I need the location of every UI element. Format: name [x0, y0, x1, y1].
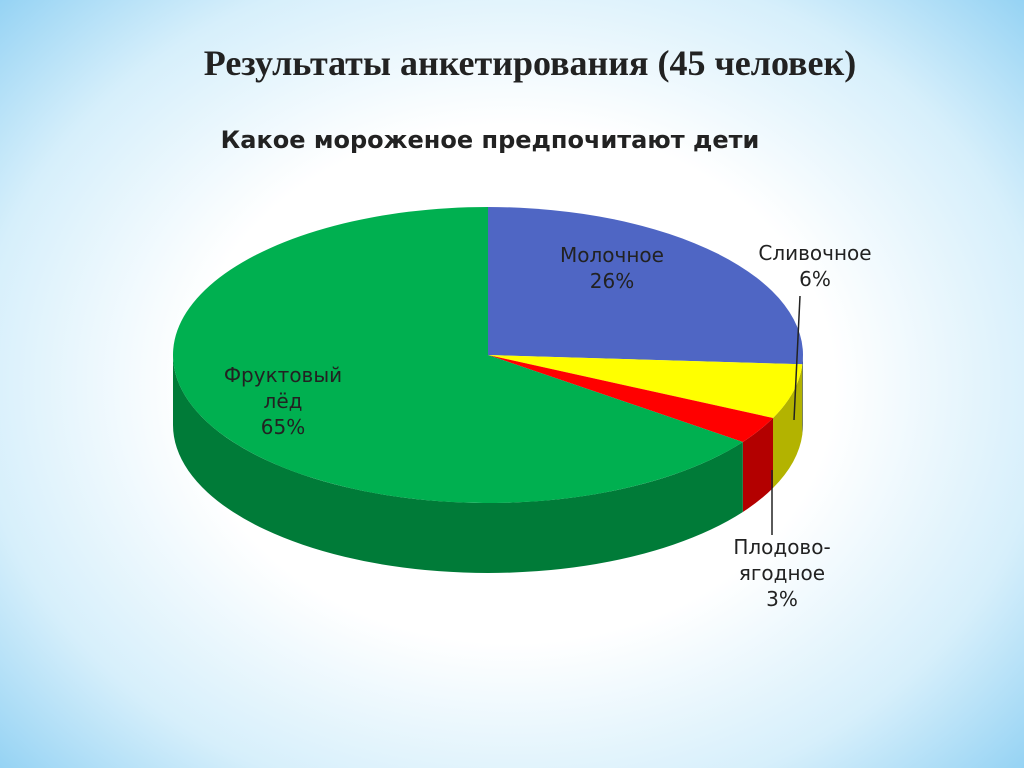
slice	[172, 207, 743, 503]
leader-line	[793, 295, 801, 421]
category-label: Молочное	[560, 243, 664, 267]
data-label: Молочное 26%	[542, 242, 682, 294]
slice	[488, 355, 803, 419]
slice-side	[173, 355, 743, 573]
data-label: Фруктовый лёд 65%	[208, 362, 358, 440]
slice	[488, 355, 774, 442]
slice-side	[742, 418, 774, 512]
value-label: 6%	[799, 267, 831, 291]
value-label: 26%	[589, 269, 635, 293]
data-label: Сливочное 6%	[740, 240, 890, 292]
slice-side	[802, 355, 804, 435]
value-label: 3%	[766, 587, 798, 611]
slice	[488, 207, 803, 365]
value-label: 65%	[260, 415, 306, 439]
category-label: Плодово-ягодное	[733, 535, 831, 585]
category-label: Фруктовый лёд	[223, 363, 343, 413]
data-label: Плодово-ягодное 3%	[727, 534, 837, 612]
category-label: Сливочное	[758, 241, 872, 265]
slide-title: Результаты анкетирования (45 человек)	[203, 43, 857, 83]
chart-title: Какое мороженое предпочитают дети	[220, 126, 760, 154]
